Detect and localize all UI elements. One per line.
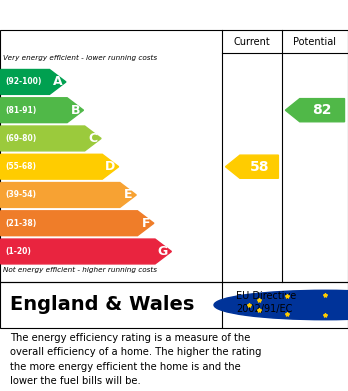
- Polygon shape: [1, 126, 101, 151]
- Text: (39-54): (39-54): [5, 190, 36, 199]
- Text: Current: Current: [234, 37, 270, 47]
- Text: (1-20): (1-20): [5, 247, 31, 256]
- Text: F: F: [142, 217, 150, 230]
- Text: (21-38): (21-38): [5, 219, 37, 228]
- Text: B: B: [71, 104, 80, 117]
- Text: Potential: Potential: [293, 37, 337, 47]
- Text: EU Directive
2002/91/EC: EU Directive 2002/91/EC: [236, 291, 296, 314]
- Text: The energy efficiency rating is a measure of the
overall efficiency of a home. T: The energy efficiency rating is a measur…: [10, 333, 262, 386]
- Text: England & Wales: England & Wales: [10, 296, 195, 314]
- Text: 82: 82: [313, 103, 332, 117]
- Text: Not energy efficient - higher running costs: Not energy efficient - higher running co…: [3, 267, 158, 273]
- Polygon shape: [1, 211, 154, 236]
- Text: C: C: [88, 132, 98, 145]
- Text: (92-100): (92-100): [5, 77, 42, 86]
- Text: D: D: [105, 160, 115, 173]
- Polygon shape: [1, 98, 84, 123]
- Polygon shape: [1, 70, 66, 94]
- Polygon shape: [1, 239, 172, 264]
- Text: (69-80): (69-80): [5, 134, 37, 143]
- Text: (81-91): (81-91): [5, 106, 37, 115]
- Text: G: G: [158, 245, 168, 258]
- Circle shape: [214, 290, 348, 320]
- Text: 58: 58: [250, 160, 269, 174]
- Polygon shape: [226, 155, 278, 178]
- Polygon shape: [1, 183, 136, 207]
- Text: Energy Efficiency Rating: Energy Efficiency Rating: [10, 6, 239, 24]
- Polygon shape: [1, 154, 119, 179]
- Text: (55-68): (55-68): [5, 162, 36, 171]
- Polygon shape: [285, 99, 345, 122]
- Text: Very energy efficient - lower running costs: Very energy efficient - lower running co…: [3, 54, 158, 61]
- Text: A: A: [53, 75, 62, 88]
- Text: E: E: [124, 188, 133, 201]
